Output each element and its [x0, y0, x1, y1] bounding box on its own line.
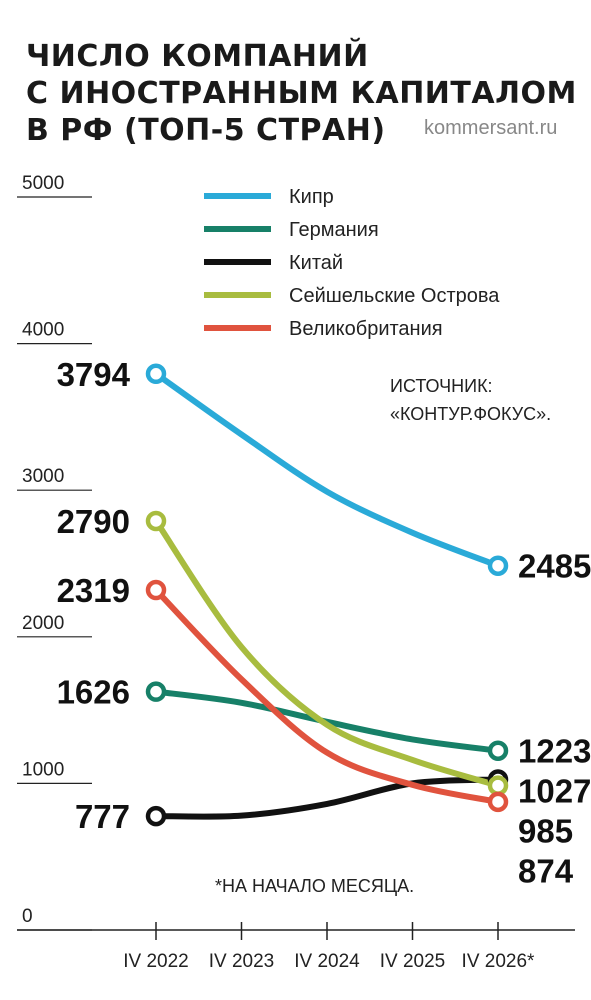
- legend: Кипр Германия Китай Сейшельские Острова Вели…: [204, 186, 500, 340]
- start-value-label: 777: [75, 798, 130, 835]
- data-point: [487, 791, 509, 813]
- data-point: [145, 805, 167, 827]
- series-line: [153, 370, 501, 569]
- legend-entry: Германия: [289, 219, 379, 241]
- data-point: [145, 363, 167, 385]
- data-point: [487, 555, 509, 576]
- credit-text: kommersant.ru: [424, 117, 558, 139]
- data-point: [145, 579, 167, 601]
- series-points: [145, 363, 509, 827]
- x-tick-label: IV 2022: [123, 951, 189, 972]
- source-line-2: «КОНТУР.ФОКУС».: [390, 404, 551, 424]
- end-value-label: 1223: [518, 733, 591, 770]
- series-lines: [153, 370, 501, 820]
- title-line-1: ЧИСЛО КОМПАНИЙ: [26, 39, 369, 74]
- data-point: [145, 681, 167, 702]
- chart-title: ЧИСЛО КОМПАНИЙ С ИНОСТРАННЫМ КАПИТАЛОМ В…: [26, 38, 577, 149]
- data-point: [487, 775, 509, 796]
- series-line: [153, 587, 501, 805]
- start-value-label: 3794: [57, 356, 131, 393]
- legend-entry: Китай: [289, 252, 343, 274]
- series-line: [153, 776, 501, 820]
- x-tick-label: IV 2026*: [462, 951, 535, 972]
- end-value-label: 874: [518, 853, 574, 890]
- y-tick-label: 3000: [22, 466, 64, 487]
- source-line-1: ИСТОЧНИК:: [390, 376, 493, 396]
- series-line: [153, 517, 501, 789]
- legend-entry: Великобритания: [289, 318, 443, 340]
- title-line-3: В РФ (ТОП-5 СТРАН): [26, 113, 386, 148]
- x-axis: IV 2022 IV 2023 IV 2024 IV 2025 IV 2026*: [17, 922, 575, 972]
- y-tick-label: 4000: [22, 320, 64, 341]
- end-value-label: 1027: [518, 773, 591, 810]
- legend-entry: Кипр: [289, 186, 334, 208]
- x-tick-label: IV 2023: [209, 951, 275, 972]
- start-value-label: 2790: [57, 503, 130, 540]
- end-value-label: 985: [518, 813, 573, 850]
- y-tick-label: 1000: [22, 759, 64, 780]
- y-tick-label: 2000: [22, 613, 64, 634]
- y-tick-label: 0: [22, 906, 33, 927]
- data-point: [487, 740, 509, 761]
- x-tick-label: IV 2025: [380, 951, 446, 972]
- x-tick-label: IV 2024: [294, 951, 360, 972]
- data-point: [145, 510, 167, 532]
- start-value-label: 2319: [57, 572, 130, 609]
- start-value-label: 1626: [57, 674, 130, 711]
- legend-entry: Сейшельские Острова: [289, 285, 500, 307]
- end-value-label: 2485: [518, 548, 591, 585]
- footnote: *НА НАЧАЛО МЕСЯЦА.: [215, 876, 414, 896]
- title-line-2: С ИНОСТРАННЫМ КАПИТАЛОМ: [26, 76, 577, 111]
- y-tick-label: 5000: [22, 173, 64, 194]
